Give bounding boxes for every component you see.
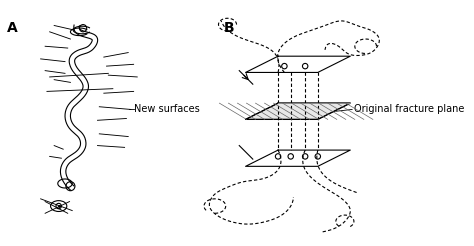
- Text: Original fracture plane: Original fracture plane: [354, 105, 465, 114]
- Text: B: B: [224, 21, 235, 35]
- Text: A: A: [7, 21, 18, 35]
- Polygon shape: [246, 103, 350, 119]
- Text: New surfaces: New surfaces: [134, 105, 200, 114]
